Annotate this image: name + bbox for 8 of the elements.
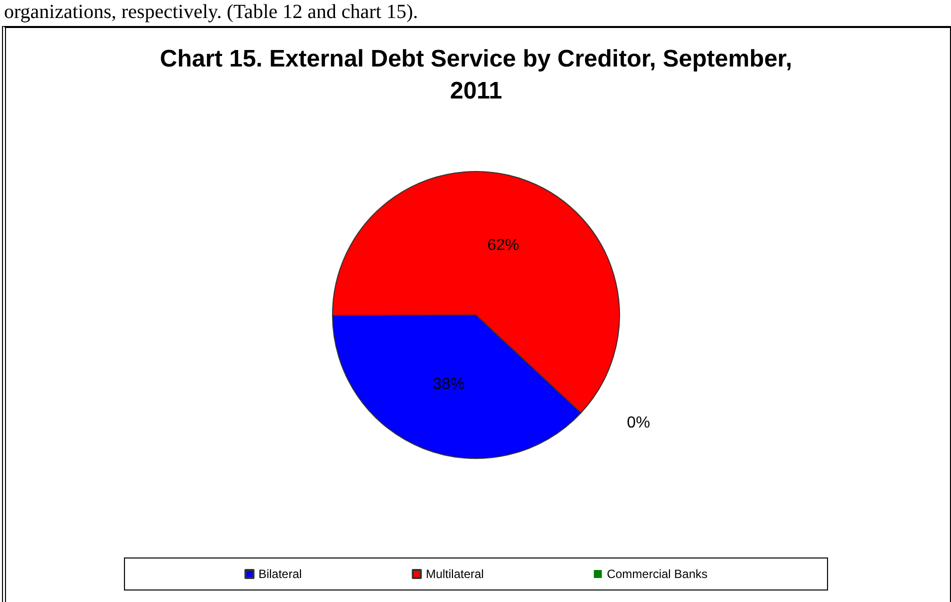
- legend-label: Bilateral: [258, 567, 302, 581]
- legend-label: Commercial Banks: [606, 567, 708, 581]
- text: organizations, respectively. (Table 12 and chart 15).: [4, 0, 418, 24]
- text: 0%: [626, 414, 650, 432]
- data-label: 62%: [487, 236, 520, 254]
- legend-label: Multilateral: [426, 567, 484, 581]
- data-label: 38%: [432, 376, 465, 394]
- chart-title: Chart 15. External Debt Service by Creditor, September, 2011: [160, 46, 792, 104]
